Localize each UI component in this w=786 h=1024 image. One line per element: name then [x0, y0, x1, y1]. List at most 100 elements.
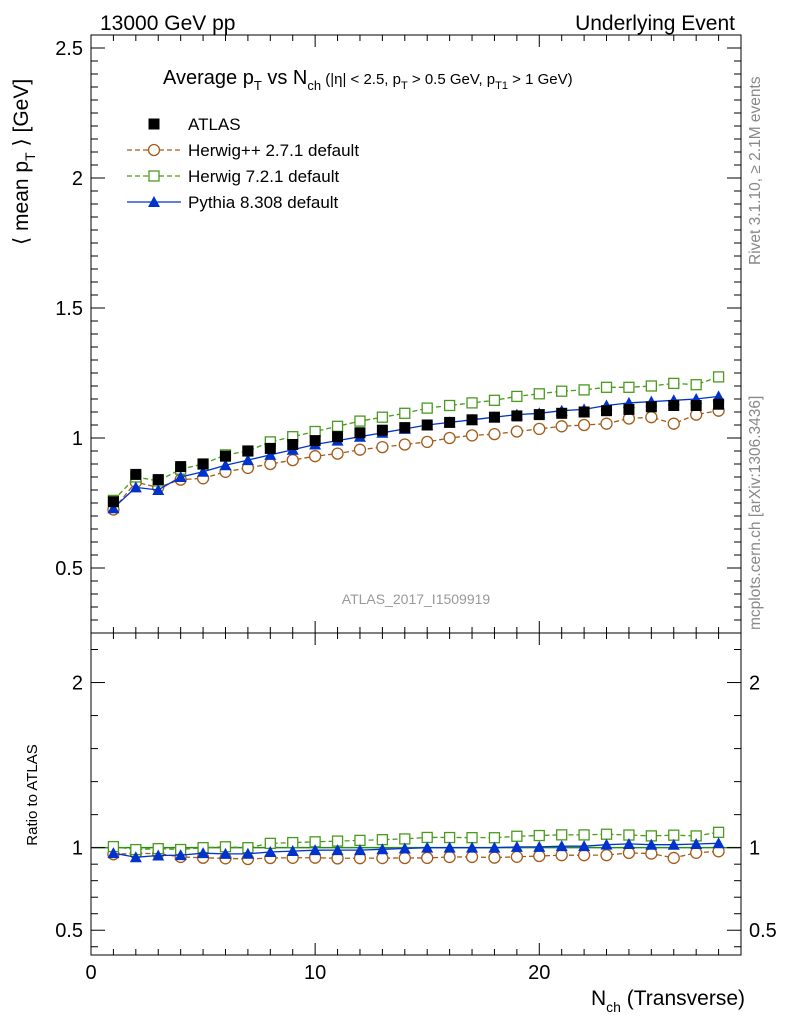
ratio-point-triangle-4 [174, 849, 187, 861]
legend-marker-data [148, 118, 160, 130]
title-sub-3: T [401, 80, 408, 92]
ratio-point-square-18 [488, 832, 501, 844]
y-axis-label: ⟨ mean pT ⟩ [GeV] [10, 79, 38, 245]
point-square-14 [399, 407, 411, 419]
ratio-point-square-23 [600, 828, 613, 840]
legend-label-data: ATLAS [188, 115, 241, 134]
ratio-point-triangle-24 [622, 837, 635, 849]
point-circle-26 [667, 417, 680, 430]
ratio-point-triangle-22 [578, 840, 591, 852]
ratio-y-tick-label-right-1: 1 [749, 838, 760, 860]
point-circle-9 [286, 453, 299, 467]
series-line-square [112, 376, 719, 501]
ratio-point-triangle-23 [600, 838, 613, 850]
point-circle-14 [398, 438, 411, 451]
ratio-point-circle-21 [555, 849, 568, 862]
point-triangle-2 [129, 481, 142, 493]
point-square-20 [533, 388, 545, 400]
point-circle-12 [353, 443, 367, 456]
x-label-sub: ch [606, 999, 621, 1015]
title-part-2: vs N [262, 67, 308, 89]
main-panel: 0.511.522.5 Average pT vs Nch (|η| < 2.5… [55, 34, 742, 634]
y-tick-label-3: 2 [72, 168, 83, 190]
point-data-26 [668, 400, 680, 411]
point-square-11 [331, 420, 344, 432]
series-line-triangle [112, 395, 719, 509]
point-data-8 [264, 442, 276, 454]
point-data-1 [107, 496, 119, 508]
x-label-part-a: N [591, 987, 606, 1010]
point-data-12 [354, 427, 366, 439]
main-series-group [107, 371, 725, 516]
point-square-12 [354, 415, 366, 427]
ratio-point-square-16 [443, 831, 456, 844]
ratio-point-circle-16 [443, 850, 456, 864]
point-square-28 [712, 371, 725, 383]
title-sub-4: T1 [495, 80, 508, 92]
ratio-point-square-21 [556, 829, 568, 841]
legend-marker-circle [147, 143, 161, 157]
header-right: Underlying Event [575, 12, 735, 35]
ratio-y-tick-label-left-0: 0.5 [55, 920, 83, 942]
point-data-24 [623, 403, 635, 415]
ratio-point-triangle-1 [107, 847, 120, 859]
point-square-22 [578, 384, 590, 396]
point-circle-8 [264, 457, 277, 471]
title-part-4: > 0.5 GeV, p [408, 71, 495, 88]
ratio-y-tick-label-right-2: 2 [749, 673, 760, 695]
point-square-10 [309, 425, 321, 438]
point-square-25 [645, 380, 657, 392]
ratio-series-group [91, 826, 741, 866]
ratio-panel: 0 10 20 0.5 0.5 1 1 2 2 [55, 632, 777, 984]
ratio-point-triangle-2 [129, 851, 142, 863]
x-label-part-b: (Transverse) [621, 987, 745, 1010]
point-triangle-8 [264, 448, 277, 460]
point-square-26 [668, 377, 680, 390]
point-circle-11 [331, 447, 344, 460]
ratio-point-circle-20 [533, 849, 546, 863]
ratio-axes-group: 0 10 20 0.5 0.5 1 1 2 2 [55, 633, 777, 984]
ratio-point-square-19 [511, 830, 523, 842]
legend-marker-triangle [148, 196, 160, 207]
point-square-27 [690, 379, 702, 391]
point-square-18 [488, 394, 501, 406]
point-data-27 [690, 400, 702, 411]
rivet-label: Rivet 3.1.10, ≥ 2.1M events [747, 76, 764, 265]
legend: ATLAS Herwig++ 2.7.1 default Herwig 7.2.1 … [127, 115, 359, 212]
legend-label-triangle: Pythia 8.308 default [188, 193, 339, 212]
point-circle-10 [308, 450, 322, 463]
point-square-13 [376, 411, 389, 423]
point-data-20 [533, 409, 545, 421]
ratio-point-triangle-12 [353, 844, 366, 856]
ratio-point-circle-24 [622, 846, 636, 860]
point-circle-16 [443, 431, 456, 445]
point-square-16 [443, 399, 456, 412]
ratio-point-triangle-14 [398, 842, 411, 854]
series-line-circle [112, 410, 719, 510]
ratio-point-triangle-3 [152, 849, 165, 861]
point-square-23 [600, 381, 613, 393]
ratio-line-triangle [113, 842, 719, 858]
title-part-5: > 1 GeV) [508, 71, 573, 88]
ratio-point-circle-19 [510, 850, 524, 863]
legend-label-square: Herwig 7.2.1 default [188, 167, 339, 186]
ratio-point-triangle-28 [712, 837, 725, 849]
ratio-line-circle [113, 850, 719, 860]
ratio-point-triangle-17 [466, 841, 479, 853]
point-data-22 [578, 406, 590, 418]
point-circle-23 [600, 417, 613, 430]
ratio-point-triangle-8 [264, 845, 277, 857]
ratio-point-circle-22 [577, 849, 591, 862]
title-sub-2: ch [307, 78, 321, 93]
point-data-11 [332, 431, 344, 443]
point-circle-19 [510, 425, 524, 438]
ratio-point-triangle-20 [533, 840, 546, 852]
point-triangle-6 [219, 459, 232, 471]
ratio-point-square-26 [668, 829, 680, 841]
y-label-part-a: ⟨ mean p [10, 161, 33, 245]
header-left: 13000 GeV pp [100, 12, 235, 35]
ratio-point-triangle-5 [197, 847, 210, 859]
point-triangle-28 [712, 390, 725, 402]
ratio-point-triangle-13 [376, 843, 389, 855]
ratio-point-triangle-9 [286, 845, 299, 857]
